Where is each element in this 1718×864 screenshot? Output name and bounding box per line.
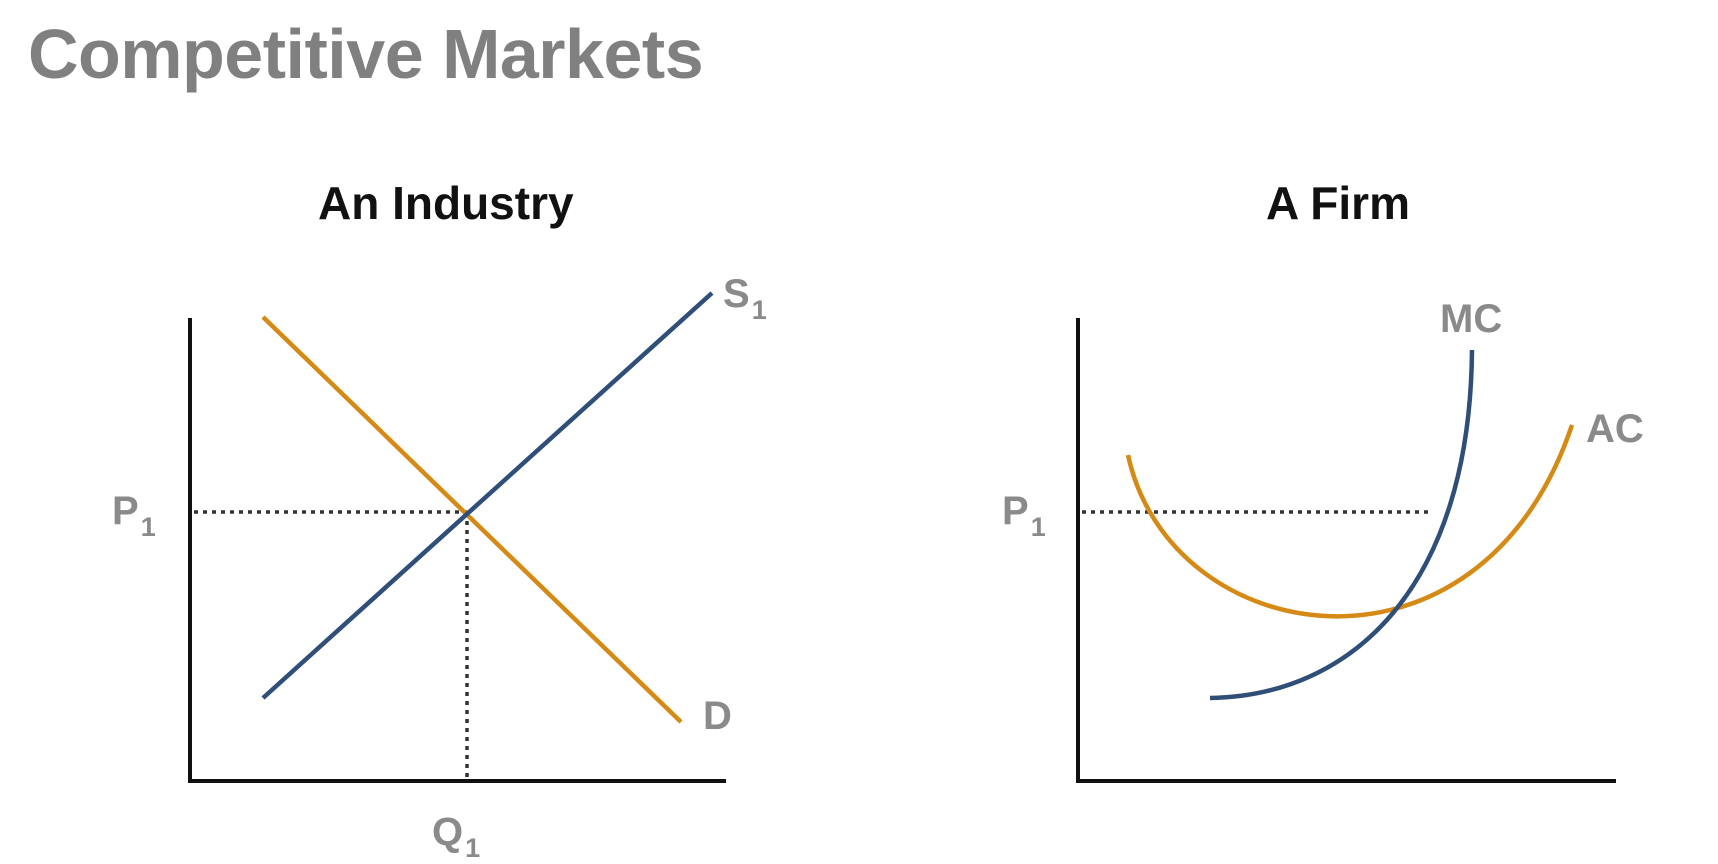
marginal-cost-label: MC xyxy=(1440,297,1502,341)
average-cost-label: AC xyxy=(1586,407,1644,451)
industry-price-label: P1 xyxy=(112,489,156,542)
industry-quantity-label: Q1 xyxy=(432,810,480,863)
demand-curve-label: D xyxy=(703,694,732,738)
marginal-cost-curve xyxy=(1209,349,1475,701)
supply-curve xyxy=(261,291,714,700)
average-cost-curve xyxy=(1125,424,1575,619)
firm-diagram-title: A Firm xyxy=(1266,177,1410,229)
industry-diagram: P1 Q1 S1 D xyxy=(112,272,767,863)
industry-diagram-title: An Industry xyxy=(318,177,574,229)
firm-axes xyxy=(1076,318,1616,783)
demand-curve xyxy=(261,315,683,724)
slide-title: Competitive Markets xyxy=(28,15,704,93)
supply-curve-label: S1 xyxy=(723,272,767,325)
firm-price-label: P1 xyxy=(1002,489,1046,542)
firm-diagram: P1 MC AC xyxy=(1002,297,1644,783)
industry-axes xyxy=(188,318,726,783)
